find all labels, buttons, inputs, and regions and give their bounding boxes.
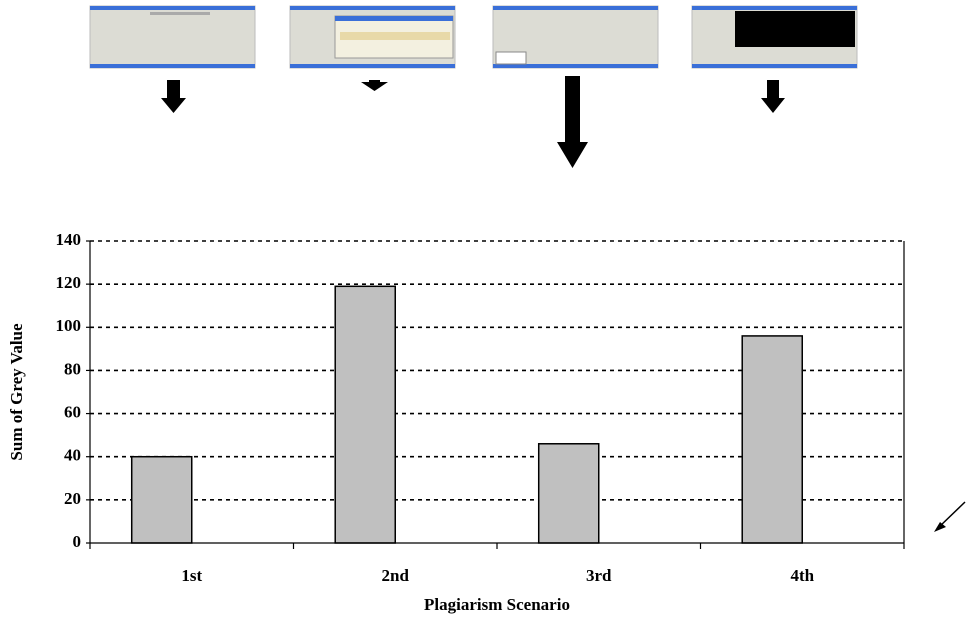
bar — [334, 285, 396, 544]
x-tick-label: 3rd — [586, 566, 612, 585]
y-tick-label: 120 — [56, 273, 82, 292]
bar — [741, 335, 804, 544]
x-tick-label: 1st — [181, 566, 202, 585]
x-tick-label: 2nd — [382, 566, 410, 585]
y-tick-label: 0 — [73, 532, 82, 551]
y-axis-label: Sum of Grey Value — [7, 323, 26, 461]
y-tick-label: 80 — [64, 359, 81, 378]
y-tick-label: 40 — [64, 446, 81, 465]
thumbnail — [492, 5, 659, 69]
y-tick-label: 60 — [64, 402, 81, 421]
bar — [130, 455, 193, 544]
y-tick-label: 140 — [56, 230, 82, 249]
x-axis-label: Plagiarism Scenario — [424, 595, 570, 614]
arrows — [161, 76, 966, 532]
screenshot-thumbnails — [89, 5, 858, 69]
thumbnail — [691, 5, 858, 69]
y-tick-label: 100 — [56, 316, 82, 335]
x-tick-label: 4th — [790, 566, 814, 585]
thumbnail — [89, 5, 256, 69]
thumbnail — [289, 5, 456, 69]
bar — [537, 443, 600, 544]
y-tick-label: 20 — [64, 489, 81, 508]
